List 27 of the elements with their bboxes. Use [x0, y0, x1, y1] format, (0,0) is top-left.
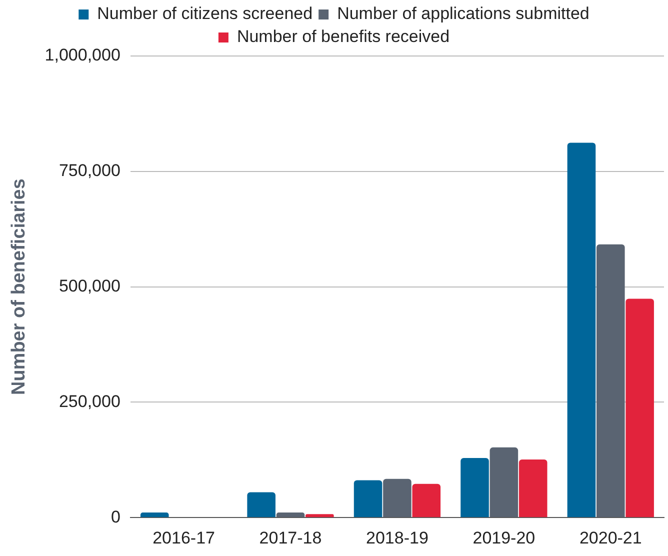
- bar: [383, 478, 412, 518]
- x-tick-label: 2019-20: [472, 528, 536, 548]
- bar: [626, 298, 654, 518]
- bar: [354, 480, 382, 518]
- bar: [460, 458, 489, 518]
- legend-label: Number of applications submitted: [337, 4, 590, 24]
- legend-label: Number of benefits received: [236, 27, 450, 46]
- legend-label: Number of citizens screened: [97, 4, 313, 24]
- bar: [276, 512, 305, 518]
- x-tick-label: 2016-17: [152, 528, 215, 548]
- bar: [567, 142, 596, 518]
- y-axis-title: Number of beneficiaries: [8, 178, 30, 396]
- y-tick-label: 1,000,000: [44, 46, 120, 65]
- bar: [518, 459, 548, 518]
- bar: [306, 514, 334, 518]
- x-tick-label: 2018-19: [366, 528, 428, 548]
- y-tick-label: 250,000: [58, 392, 120, 411]
- x-tick-label: 2020-21: [579, 528, 642, 548]
- bar: [247, 492, 276, 518]
- bar: [412, 484, 441, 518]
- bar: [596, 244, 625, 518]
- bar: [140, 512, 169, 518]
- bar: [490, 447, 518, 518]
- x-tick-label: 2017-18: [259, 528, 322, 548]
- y-tick-label: 500,000: [58, 276, 120, 296]
- y-tick-label: 750,000: [58, 161, 120, 180]
- y-tick-label: 0: [110, 507, 120, 526]
